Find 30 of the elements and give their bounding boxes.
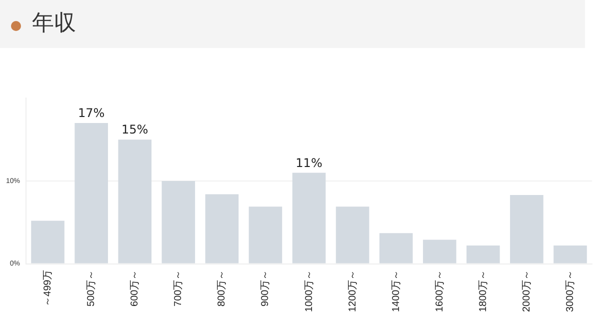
x-tick-label: 1600万～ xyxy=(434,270,446,312)
x-tick-label: 800万～ xyxy=(216,270,228,306)
bar xyxy=(248,206,282,264)
bar xyxy=(466,246,500,264)
x-tick-label: 700万～ xyxy=(173,270,184,306)
bar xyxy=(162,180,196,264)
bar xyxy=(510,195,544,264)
bar xyxy=(422,240,456,264)
bar xyxy=(118,140,152,264)
x-tick-label: 900万～ xyxy=(260,270,272,306)
bar xyxy=(205,194,239,264)
data-label: 15% xyxy=(122,122,148,137)
x-tick-label: 1200万～ xyxy=(347,270,358,312)
bar xyxy=(74,123,108,264)
x-tick-label: 600万～ xyxy=(130,270,141,306)
bar xyxy=(336,206,370,264)
x-tick-label: 1000万～ xyxy=(304,270,315,312)
bar xyxy=(554,246,587,264)
x-tick-label: 2000万～ xyxy=(521,270,532,312)
data-label: 17% xyxy=(78,106,105,120)
chart-title: 年収 xyxy=(32,10,76,38)
bar xyxy=(292,172,326,264)
x-tick-label: 1800万～ xyxy=(478,270,489,312)
bar xyxy=(31,220,64,264)
x-tick-label: 1400万～ xyxy=(390,270,402,312)
x-tick-label: ～499万 xyxy=(42,270,54,306)
bar xyxy=(379,233,413,264)
x-tick-label: 3000万～ xyxy=(564,270,576,312)
x-tick-label: 500万～ xyxy=(86,270,98,306)
data-label: 11% xyxy=(296,156,322,170)
